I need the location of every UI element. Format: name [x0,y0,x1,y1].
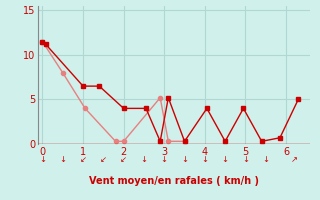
Text: ↓: ↓ [262,155,269,164]
Text: ↓: ↓ [201,155,208,164]
Text: ↓: ↓ [39,155,46,164]
Text: ↓: ↓ [181,155,188,164]
Text: ↓: ↓ [161,155,168,164]
Text: ↙: ↙ [100,155,107,164]
Text: ↓: ↓ [140,155,148,164]
Text: ↗: ↗ [291,155,298,164]
Text: ↙: ↙ [80,155,86,164]
Text: ↓: ↓ [222,155,229,164]
Text: ↓: ↓ [59,155,66,164]
Text: ↙: ↙ [120,155,127,164]
Text: ↓: ↓ [242,155,249,164]
X-axis label: Vent moyen/en rafales ( km/h ): Vent moyen/en rafales ( km/h ) [89,176,260,186]
